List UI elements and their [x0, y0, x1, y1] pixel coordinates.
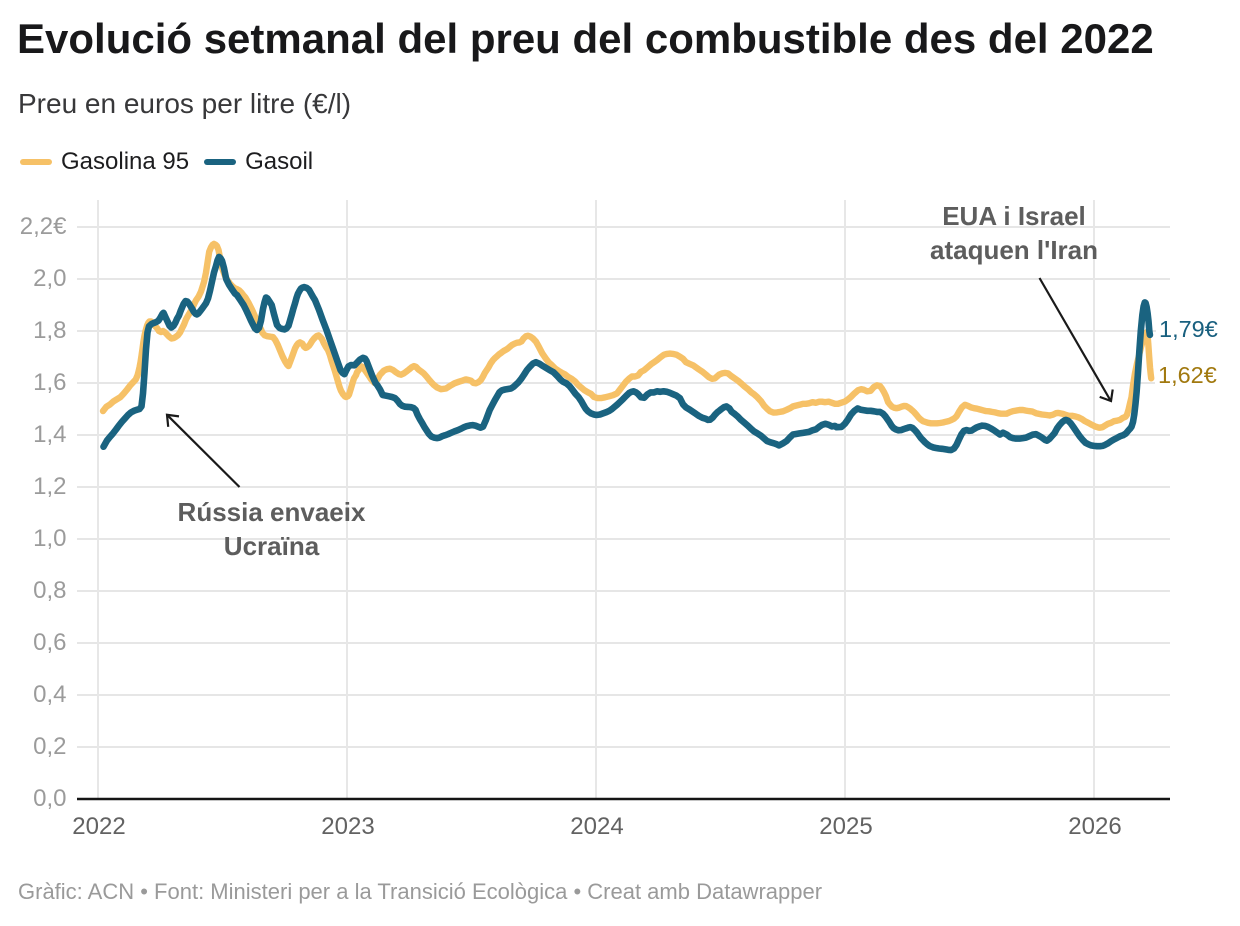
svg-text:1,8: 1,8 — [33, 317, 66, 344]
svg-text:0,8: 0,8 — [33, 577, 66, 604]
svg-text:1,2: 1,2 — [33, 473, 66, 500]
svg-text:0,2: 0,2 — [33, 733, 66, 760]
svg-text:2025: 2025 — [819, 813, 872, 840]
svg-text:2022: 2022 — [72, 813, 125, 840]
svg-text:0,4: 0,4 — [33, 681, 66, 708]
svg-text:0,0: 0,0 — [33, 785, 66, 812]
svg-text:2024: 2024 — [570, 813, 623, 840]
svg-text:2023: 2023 — [321, 813, 374, 840]
svg-text:2,2€: 2,2€ — [20, 213, 67, 240]
svg-text:2,0: 2,0 — [33, 265, 66, 292]
svg-text:1,4: 1,4 — [33, 421, 66, 448]
svg-text:1,0: 1,0 — [33, 525, 66, 552]
svg-text:2026: 2026 — [1068, 813, 1121, 840]
svg-text:0,6: 0,6 — [33, 629, 66, 656]
svg-text:1,6: 1,6 — [33, 369, 66, 396]
